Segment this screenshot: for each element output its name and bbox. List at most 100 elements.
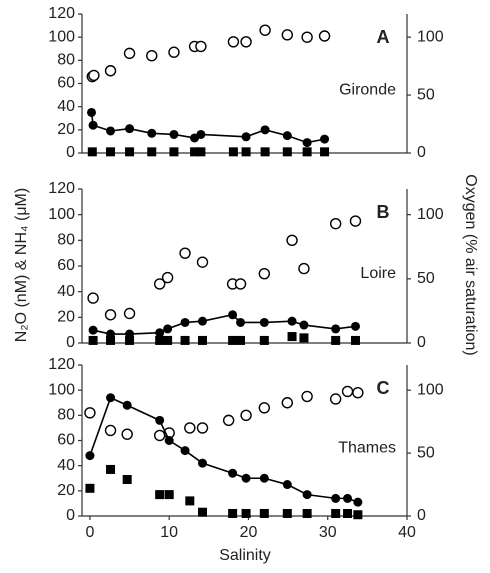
square-marker: [106, 335, 116, 345]
square-marker: [260, 147, 270, 157]
square-marker: [164, 490, 174, 500]
circle-marker: [241, 132, 251, 142]
open-circle-marker: [123, 307, 136, 320]
open-circle-marker: [240, 409, 252, 422]
square-marker: [125, 335, 135, 345]
square-marker: [320, 147, 330, 157]
y-tick-label: 80: [57, 407, 75, 424]
y-tick-label: 0: [66, 144, 75, 161]
circle-marker: [236, 317, 246, 327]
open-circle-marker: [88, 69, 100, 82]
open-circle-marker: [146, 50, 158, 62]
y2-tick-label: 100: [417, 381, 444, 398]
square-marker: [350, 335, 360, 345]
x-tick-label: 0: [85, 524, 94, 541]
square-marker: [85, 483, 95, 493]
x-tick-label: 10: [160, 524, 178, 541]
square-marker: [122, 475, 132, 485]
square-marker: [236, 335, 246, 345]
square-marker: [197, 507, 207, 517]
x-tick-label: 20: [240, 524, 258, 541]
circle-marker: [260, 125, 270, 135]
panel-letter: A: [377, 27, 390, 47]
y2-tick-label: 0: [417, 507, 426, 524]
circle-marker: [106, 393, 116, 403]
circle-marker: [155, 415, 165, 425]
circle-marker: [287, 316, 297, 326]
circle-marker: [125, 124, 135, 134]
square-marker: [163, 335, 173, 345]
x-tick-label: 40: [398, 524, 416, 541]
y-tick-label: 20: [57, 121, 75, 138]
open-circle-marker: [84, 407, 96, 419]
open-circle-marker: [298, 262, 310, 275]
square-marker: [302, 147, 312, 157]
circle-marker: [259, 317, 269, 327]
circle-marker: [259, 473, 269, 483]
circle-marker: [85, 451, 95, 461]
open-circle-marker: [234, 278, 247, 290]
y-axis-label: N₂O (nM) & NH₄ (μM): [13, 188, 30, 342]
circle-marker: [163, 324, 173, 334]
y-tick-label: 0: [66, 334, 75, 351]
series-line: [89, 396, 359, 503]
circle-marker: [353, 497, 363, 507]
y-tick-label: 80: [57, 52, 75, 69]
square-marker: [106, 464, 116, 474]
square-marker: [147, 147, 157, 157]
circle-marker: [228, 468, 238, 478]
open-circle-marker: [258, 402, 271, 414]
y2-tick-label: 50: [417, 270, 435, 287]
y2-axis-label: Oxygen (% air saturation): [462, 174, 479, 355]
y-tick-label: 0: [66, 507, 75, 524]
open-circle-marker: [301, 390, 313, 403]
square-marker: [228, 335, 238, 345]
circle-marker: [122, 400, 132, 410]
y2-tick-label: 100: [417, 28, 444, 45]
circle-marker: [282, 480, 292, 490]
circle-marker: [169, 129, 179, 139]
y-tick-label: 100: [48, 206, 75, 223]
open-circle-marker: [104, 65, 117, 77]
x-axis-label: Salinity: [219, 547, 271, 564]
open-circle-marker: [329, 217, 342, 230]
circle-marker: [331, 493, 341, 503]
y-tick-label: 120: [48, 5, 75, 22]
open-circle-marker: [349, 215, 362, 227]
y-tick-label: 60: [57, 75, 75, 92]
y2-tick-label: 50: [417, 86, 435, 103]
estuary-name: Gironde: [339, 82, 396, 99]
y-tick-label: 60: [57, 432, 75, 449]
y-tick-label: 60: [57, 257, 75, 274]
square-marker: [241, 508, 251, 518]
circle-marker: [88, 325, 98, 335]
open-circle-marker: [121, 428, 133, 440]
y2-tick-label: 0: [417, 144, 426, 161]
square-marker: [259, 335, 269, 345]
panel-letter: B: [377, 202, 390, 222]
square-marker: [331, 335, 341, 345]
circle-marker: [302, 138, 312, 148]
open-circle-marker: [222, 414, 235, 427]
circle-marker: [88, 120, 98, 130]
square-marker: [287, 332, 297, 342]
square-marker: [169, 147, 179, 157]
square-marker: [180, 335, 190, 345]
square-marker: [228, 147, 238, 157]
open-circle-marker: [281, 397, 294, 409]
square-marker: [196, 147, 206, 157]
y-tick-label: 100: [48, 381, 75, 398]
y2-tick-label: 50: [417, 444, 435, 461]
y-tick-label: 120: [48, 180, 75, 197]
open-circle-marker: [196, 422, 209, 434]
y-tick-label: 80: [57, 232, 75, 249]
y2-tick-label: 0: [417, 334, 426, 351]
open-circle-marker: [329, 393, 342, 405]
open-circle-marker: [227, 36, 240, 48]
open-circle-marker: [286, 234, 298, 247]
square-marker: [282, 147, 292, 157]
y-tick-label: 40: [57, 283, 75, 300]
square-marker: [228, 508, 238, 518]
panel-letter: C: [377, 378, 390, 398]
square-marker: [197, 335, 207, 345]
